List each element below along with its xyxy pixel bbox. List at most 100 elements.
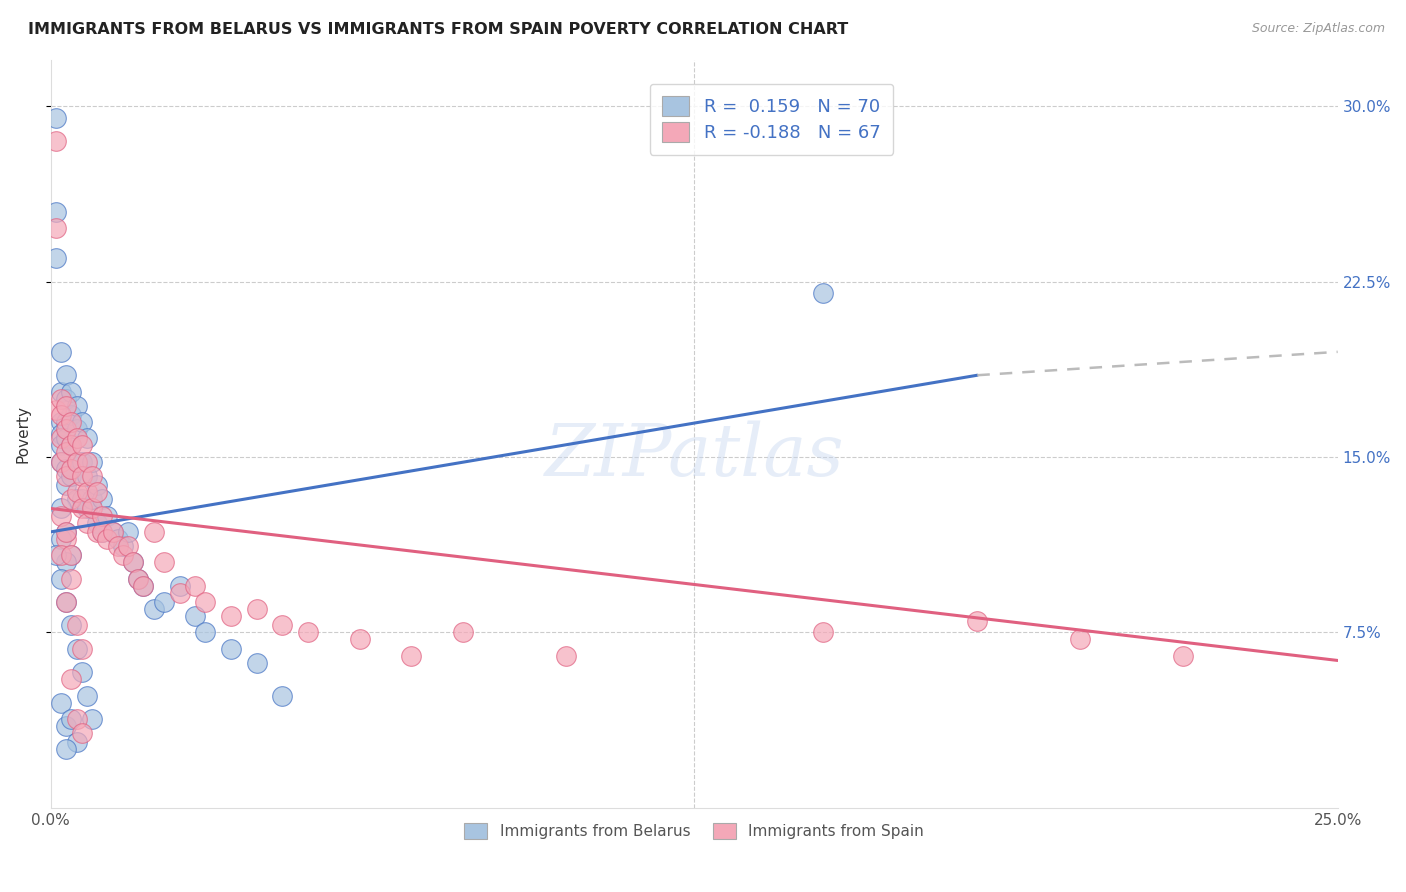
Point [60,438,83,452]
Point [80,468,103,483]
Point [132,579,155,593]
Point [96,532,118,546]
Point [49,344,72,359]
Point [49,572,72,586]
Point [45,135,67,149]
Point [111,548,134,562]
Point [86,485,108,500]
Point [153,595,176,609]
Point [45,111,67,125]
Point [55,524,77,539]
Point [45,403,67,417]
Point [60,548,83,562]
Point [80,712,103,726]
Y-axis label: Poverty: Poverty [15,405,30,463]
Point [49,508,72,523]
Point [65,455,87,469]
Point [101,524,124,539]
Point [49,548,72,562]
Point [91,524,114,539]
Point [49,438,72,452]
Point [65,422,87,436]
Point [91,492,114,507]
Point [55,555,77,569]
Point [122,555,145,569]
Point [49,415,72,429]
Point [811,286,834,301]
Point [91,524,114,539]
Point [246,656,269,670]
Point [111,539,134,553]
Point [55,742,77,756]
Point [297,625,319,640]
Point [91,508,114,523]
Point [86,524,108,539]
Point [60,672,83,686]
Point [55,532,77,546]
Point [49,408,72,422]
Point [49,455,72,469]
Point [65,735,87,749]
Point [55,431,77,445]
Point [60,468,83,483]
Point [60,461,83,475]
Point [153,555,176,569]
Point [76,501,98,516]
Point [70,455,93,469]
Point [49,426,72,441]
Point [45,221,67,235]
Point [399,648,422,663]
Point [45,252,67,266]
Point [49,455,72,469]
Point [169,585,191,599]
Point [60,492,83,507]
Point [55,368,77,383]
Point [65,618,87,632]
Point [55,445,77,459]
Point [60,438,83,452]
Point [65,485,87,500]
Point [55,595,77,609]
Point [70,665,93,680]
Point [55,461,77,475]
Point [70,641,93,656]
Point [246,602,269,616]
Point [86,516,108,530]
Point [55,399,77,413]
Text: Source: ZipAtlas.com: Source: ZipAtlas.com [1251,22,1385,36]
Point [55,478,77,492]
Point [60,572,83,586]
Point [76,485,98,500]
Point [86,478,108,492]
Text: IMMIGRANTS FROM BELARUS VS IMMIGRANTS FROM SPAIN POVERTY CORRELATION CHART: IMMIGRANTS FROM BELARUS VS IMMIGRANTS FR… [28,22,848,37]
Point [117,539,139,553]
Point [194,595,217,609]
Point [60,415,83,429]
Point [184,609,207,624]
Point [127,572,149,586]
Point [60,548,83,562]
Point [80,455,103,469]
Point [271,618,294,632]
Point [122,555,145,569]
Point [142,524,165,539]
Point [127,572,149,586]
Point [55,415,77,429]
Point [219,641,242,656]
Point [49,384,72,399]
Point [65,641,87,656]
Legend: Immigrants from Belarus, Immigrants from Spain: Immigrants from Belarus, Immigrants from… [458,817,931,845]
Point [219,609,242,624]
Point [55,392,77,406]
Point [70,726,93,740]
Point [60,618,83,632]
Point [60,384,83,399]
Point [65,399,87,413]
Point [107,532,129,546]
Point [194,625,217,640]
Point [70,415,93,429]
Point [45,548,67,562]
Point [49,532,72,546]
Point [49,501,72,516]
Point [169,579,191,593]
